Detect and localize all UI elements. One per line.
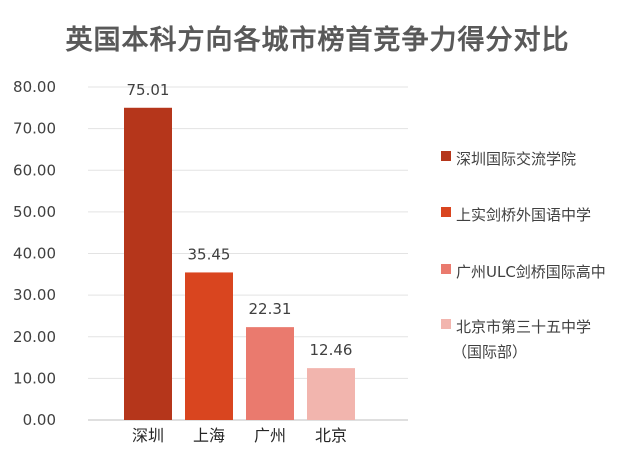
chart-title: 英国本科方向各城市榜首竞争力得分对比: [65, 25, 570, 56]
legend-swatch: [441, 207, 451, 217]
data-label: 75.01: [127, 81, 170, 99]
legend-label: 广州ULC剑桥国际高中: [456, 263, 606, 281]
legend-label: （国际部）: [452, 343, 527, 361]
y-tick-label: 40.00: [13, 245, 56, 263]
y-tick-label: 50.00: [13, 203, 56, 221]
category-label: 深圳: [132, 426, 164, 445]
category-label: 北京: [315, 426, 347, 445]
y-tick-label: 0.00: [23, 411, 56, 429]
y-tick-label: 20.00: [13, 328, 56, 346]
data-label: 35.45: [188, 245, 231, 263]
bar: [246, 327, 294, 420]
legend-swatch: [441, 319, 451, 329]
y-tick-label: 30.00: [13, 286, 56, 304]
data-label: 22.31: [249, 300, 292, 318]
legend-label: 上实剑桥外国语中学: [456, 206, 591, 224]
bar: [307, 368, 355, 420]
category-label: 广州: [254, 426, 286, 445]
bar: [185, 272, 233, 420]
y-tick-label: 70.00: [13, 120, 56, 138]
legend-label: 深圳国际交流学院: [456, 150, 576, 168]
data-label: 12.46: [310, 341, 353, 359]
y-tick-label: 60.00: [13, 161, 56, 179]
y-tick-label: 80.00: [13, 78, 56, 96]
legend-label: 北京市第三十五中学: [456, 318, 591, 336]
legend-swatch: [441, 264, 451, 274]
category-label: 上海: [193, 426, 225, 445]
y-tick-label: 10.00: [13, 369, 56, 387]
bar: [124, 107, 172, 420]
legend-swatch: [441, 151, 451, 161]
